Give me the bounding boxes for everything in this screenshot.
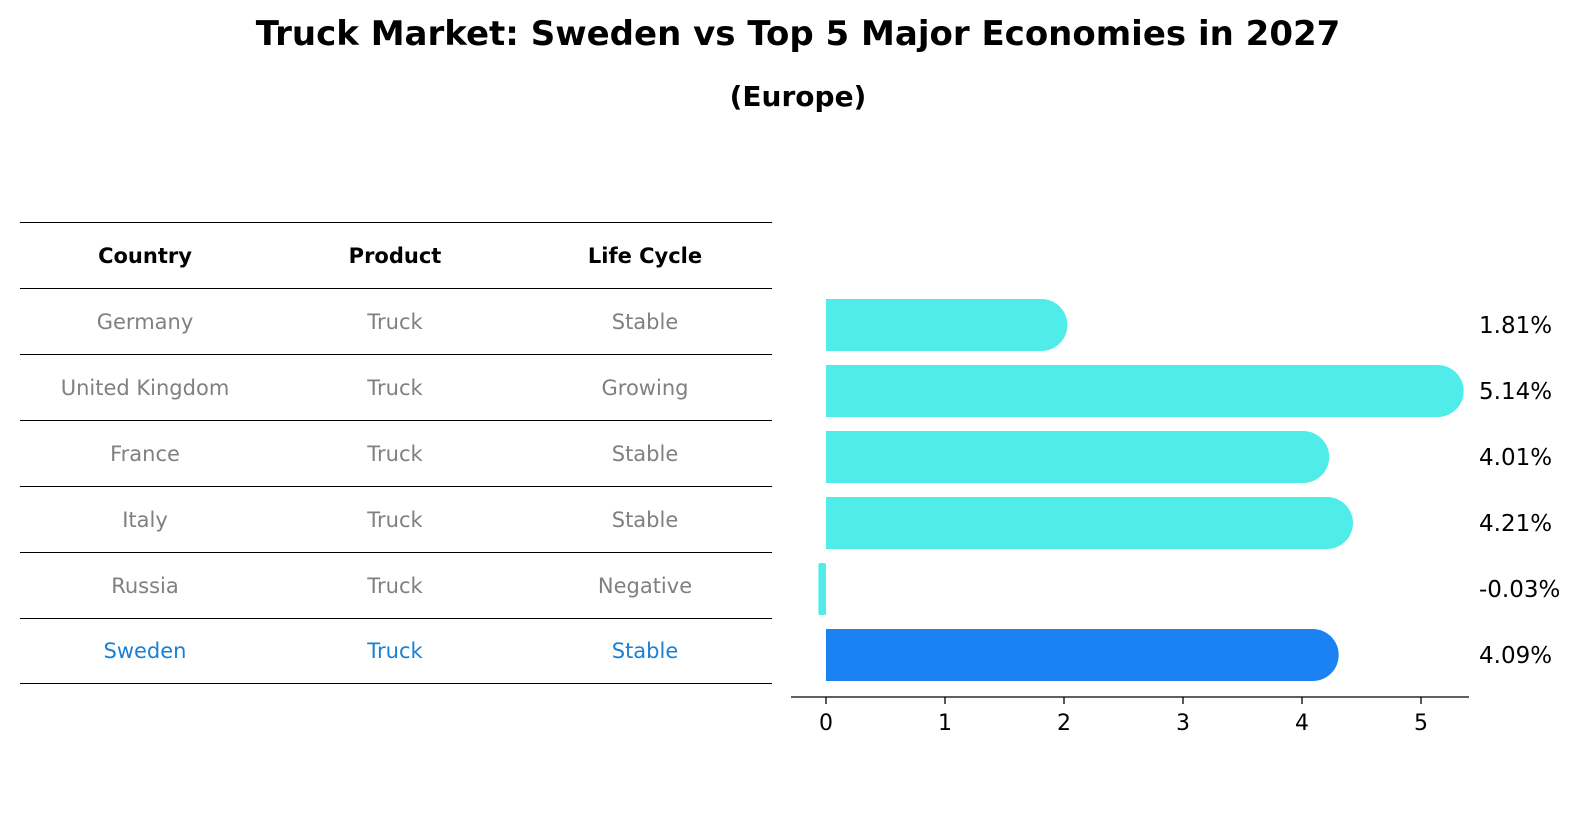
table-row: Germany Truck Stable <box>20 288 772 354</box>
chart-subtitle: (Europe) <box>729 80 867 113</box>
x-tick-label: 0 <box>819 711 833 736</box>
cell-life-cycle: Stable <box>611 441 679 466</box>
cell-life-cycle: Growing <box>601 375 689 400</box>
table-row-highlighted: Sweden Truck Stable <box>20 618 772 684</box>
x-tick-label: 5 <box>1414 711 1428 736</box>
x-tick-label: 1 <box>938 711 952 736</box>
cell-life-cycle: Stable <box>611 309 679 334</box>
bar-russia <box>818 563 826 615</box>
cell-product: Truck <box>367 309 423 334</box>
x-tick-label: 4 <box>1295 711 1309 736</box>
value-label: 4.21% <box>1479 511 1552 537</box>
value-label: 5.14% <box>1479 379 1552 405</box>
x-tick-label: 3 <box>1176 711 1190 736</box>
bar-united-kingdom <box>826 365 1464 417</box>
cell-product: Truck <box>367 507 423 532</box>
bar-germany <box>826 299 1068 351</box>
cell-country: Russia <box>111 573 179 598</box>
table-row: United Kingdom Truck Growing <box>20 354 772 420</box>
bar-italy <box>826 497 1353 549</box>
table-row: Italy Truck Stable <box>20 486 772 552</box>
cell-country: Sweden <box>103 639 187 663</box>
cell-country: Germany <box>96 309 194 334</box>
cell-product: Truck <box>367 573 423 598</box>
cell-product: Truck <box>367 441 423 466</box>
header-country: Country <box>98 243 192 268</box>
cell-life-cycle: Negative <box>597 573 693 598</box>
value-label: -0.03% <box>1479 577 1560 603</box>
table-row: Russia Truck Negative <box>20 552 772 618</box>
table-row: France Truck Stable <box>20 420 772 486</box>
cell-product: Truck <box>367 375 423 400</box>
cell-country: United Kingdom <box>60 375 230 400</box>
cell-product: Truck <box>367 639 423 663</box>
bar-sweden <box>826 629 1339 681</box>
value-label: 1.81% <box>1479 313 1552 339</box>
bar-france <box>826 431 1330 483</box>
cell-life-cycle: Stable <box>611 507 679 532</box>
x-tick-label: 2 <box>1057 711 1071 736</box>
header-life-cycle: Life Cycle <box>587 243 703 268</box>
cell-country: Italy <box>122 507 168 532</box>
header-product: Product <box>348 243 442 268</box>
cell-country: France <box>110 441 180 466</box>
table-header-row: Country Product Life Cycle <box>20 222 772 288</box>
comparison-table: Country Product Life Cycle Germany Truck… <box>20 222 772 684</box>
cell-life-cycle: Stable <box>611 639 679 663</box>
value-label: 4.01% <box>1479 445 1552 471</box>
value-label: 4.09% <box>1479 643 1552 669</box>
chart-title: Truck Market: Sweden vs Top 5 Major Econ… <box>255 14 1341 54</box>
